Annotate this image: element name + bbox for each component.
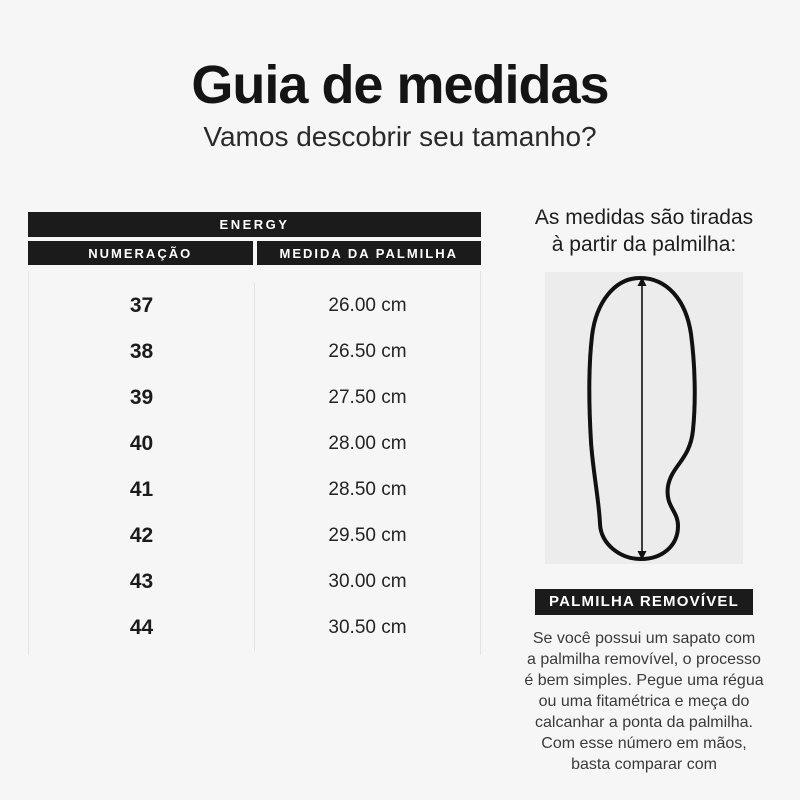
size-value: 42 xyxy=(29,513,255,559)
table-row: 40 28.00 cm xyxy=(29,421,480,467)
removable-insole-badge: PALMILHA REMOVÍVEL xyxy=(535,589,753,615)
size-value: 38 xyxy=(29,329,255,375)
size-table-body: 37 26.00 cm 38 26.50 cm 39 27.50 cm 40 2… xyxy=(28,271,481,655)
table-row: 39 27.50 cm xyxy=(29,375,480,421)
insole-measurement: 28.00 cm xyxy=(328,433,407,454)
size-value: 37 xyxy=(29,283,255,329)
insole-measurement: 26.00 cm xyxy=(328,295,407,316)
size-value: 44 xyxy=(29,605,255,651)
description-line: Com esse número em mãos, xyxy=(541,735,747,752)
size-value: 40 xyxy=(29,421,255,467)
description-line: calcanhar a ponta da palmilha. xyxy=(535,714,753,731)
measurement-intro: As medidas são tiradas à partir da palmi… xyxy=(535,204,753,258)
size-value: 39 xyxy=(29,375,255,421)
table-row: 44 30.50 cm xyxy=(29,605,480,651)
measurement-panel: As medidas são tiradas à partir da palmi… xyxy=(490,204,798,775)
insole-measurement: 30.00 cm xyxy=(328,571,407,592)
size-value: 41 xyxy=(29,467,255,513)
measurement-description: Se você possui um sapato com a palmilha … xyxy=(524,628,763,775)
column-header-numbering: NUMERAÇÃO xyxy=(28,241,253,265)
insole-measurement: 28.50 cm xyxy=(328,479,407,500)
column-headers: NUMERAÇÃO MEDIDA DA PALMILHA xyxy=(28,241,481,265)
page-header: Guia de medidas Vamos descobrir seu tama… xyxy=(0,55,800,153)
description-line: é bem simples. Pegue uma régua xyxy=(524,672,764,689)
insole-outline-icon xyxy=(587,275,697,562)
brand-header: ENERGY xyxy=(28,212,481,237)
description-line: basta comparar com xyxy=(571,756,717,773)
description-line: a palmilha removível, o processo xyxy=(527,651,761,668)
size-value: 43 xyxy=(29,559,255,605)
table-row: 37 26.00 cm xyxy=(29,283,480,329)
table-row: 42 29.50 cm xyxy=(29,513,480,559)
size-table: ENERGY NUMERAÇÃO MEDIDA DA PALMILHA 37 2… xyxy=(28,212,481,655)
page-title: Guia de medidas xyxy=(191,55,609,115)
measurement-intro-line: As medidas são tiradas xyxy=(534,206,754,229)
insole-diagram xyxy=(545,272,743,564)
insole-measurement: 30.50 cm xyxy=(328,617,407,638)
page-subtitle: Vamos descobrir seu tamanho? xyxy=(203,121,597,153)
insole-measurement: 27.50 cm xyxy=(328,387,407,408)
description-line: ou uma fitamétrica e meça do xyxy=(538,693,750,710)
table-row: 41 28.50 cm xyxy=(29,467,480,513)
length-arrow-icon xyxy=(637,277,647,560)
measurement-intro-line: à partir da palmilha: xyxy=(551,233,737,256)
description-line: Se você possui um sapato com xyxy=(532,630,756,647)
insole-measurement: 29.50 cm xyxy=(328,525,407,546)
column-header-insole-measure: MEDIDA DA PALMILHA xyxy=(256,241,481,265)
table-row: 43 30.00 cm xyxy=(29,559,480,605)
insole-measurement: 26.50 cm xyxy=(328,341,407,362)
table-row: 38 26.50 cm xyxy=(29,329,480,375)
